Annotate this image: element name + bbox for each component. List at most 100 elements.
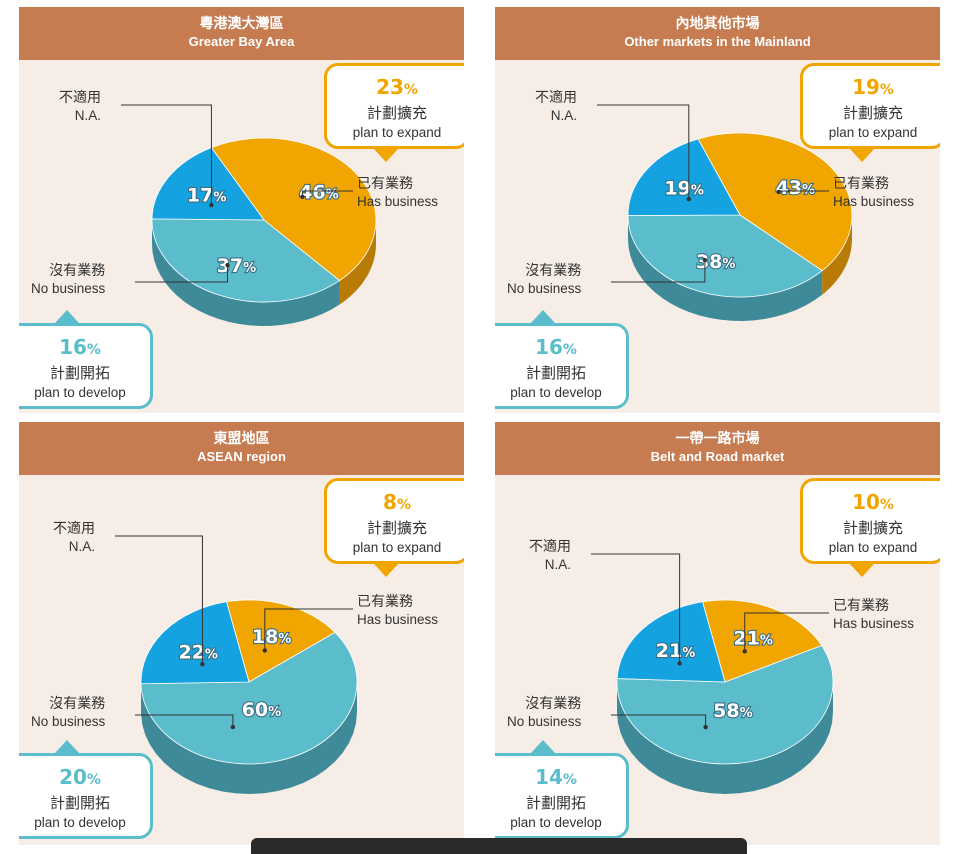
leader-line (591, 553, 681, 664)
slice-value: 21 (733, 628, 759, 650)
expand-label-en: plan to expand (828, 125, 918, 140)
develop-label-en-row: plan to develop (495, 383, 626, 402)
slice-percent-label: 58% (713, 700, 752, 722)
pie-chart: 43%38%19% (597, 104, 853, 321)
callout-plan-to-expand: 19% 計劃擴充 plan to expand (800, 63, 940, 149)
chart-panel-greater-bay-area: 粵港澳大灣區 Greater Bay Area 46% 37% 17% 不適用 N.A. 已有… (19, 7, 464, 413)
callout-plan-to-develop: 20% 計劃開拓 plan to develop (19, 753, 153, 839)
chart-panel-belt-road: 一帶一路市場 Belt and Road market 21% 58% 21% 不適用 N.… (495, 422, 940, 845)
pie-side-wall (339, 220, 376, 305)
expand-value: 19 (852, 75, 880, 99)
develop-label-en-row: plan to develop (495, 813, 626, 832)
leader-dot (702, 257, 708, 263)
leader-line (264, 608, 353, 651)
slice-value: 19 (664, 178, 690, 200)
callout-pointer (55, 740, 79, 753)
slice-percent-label: 21% (656, 640, 695, 662)
panel-title-en: Belt and Road market (650, 449, 785, 464)
develop-label-zh-row: 計劃開拓 (495, 793, 626, 813)
panel-title-en: ASEAN region (197, 449, 286, 464)
leader-dot (200, 661, 205, 667)
pie-slice (140, 601, 250, 685)
develop-label-zh-row: 計劃開拓 (19, 793, 150, 813)
develop-percent: 16% (495, 334, 626, 363)
leader-line (115, 535, 203, 665)
expand-label-zh-row: 計劃擴充 (327, 518, 464, 538)
label-na: 不適用 N.A. (59, 89, 101, 125)
pie-side-wall (822, 215, 852, 295)
label-na-en: N.A. (74, 108, 101, 123)
pie-chart: 21%58%21% (591, 553, 834, 794)
pie-slice (616, 601, 726, 683)
percent-sign: % (740, 706, 753, 721)
percent-sign: % (562, 342, 577, 358)
viewer-toolbar[interactable] (251, 838, 747, 854)
leader-dot (742, 649, 747, 654)
label-has-en: Has business (357, 612, 439, 627)
develop-label-en: plan to develop (34, 815, 126, 830)
slice-percent-label: 38% (696, 251, 735, 273)
develop-value: 20 (59, 765, 87, 789)
expand-value: 10 (852, 490, 880, 514)
leader-line (135, 714, 234, 728)
callout-plan-to-develop: 16% 計劃開拓 plan to develop (495, 323, 629, 409)
label-has-en: Has business (357, 194, 439, 209)
chart-panel-asean: 東盟地區 ASEAN region 18% 60% 22% 不適用 N.A. 已有業務 Has … (19, 422, 464, 845)
slice-value: 21 (656, 640, 682, 662)
panel-header: 東盟地區 ASEAN region (19, 422, 464, 475)
percent-sign: % (879, 497, 894, 513)
percent-sign: % (86, 342, 101, 358)
label-has-business: 已有業務 Has business (833, 597, 914, 633)
label-na: 不適用 N.A. (535, 89, 577, 125)
develop-label-en: plan to develop (510, 385, 602, 400)
develop-label-en: plan to develop (510, 815, 602, 830)
pie-slice (616, 645, 834, 765)
label-no-business: 沒有業務 No business (31, 695, 105, 731)
percent-sign: % (562, 772, 577, 788)
develop-value: 16 (535, 335, 563, 359)
develop-label-zh: 計劃開拓 (525, 794, 586, 812)
develop-label-zh: 計劃開拓 (49, 364, 110, 382)
panel-title-zh: 一帶一路市場 (675, 431, 760, 447)
percent-sign: % (86, 772, 101, 788)
pie-slice (702, 599, 823, 683)
pie-side-wall (617, 682, 833, 794)
label-na-en: N.A. (544, 557, 571, 572)
develop-label-zh-row: 計劃開拓 (19, 363, 150, 383)
callout-plan-to-develop: 16% 計劃開拓 plan to develop (19, 323, 153, 409)
develop-value: 14 (535, 765, 563, 789)
callout-pointer (531, 310, 555, 323)
panel-header: 內地其他市場 Other markets in the Mainland (495, 7, 940, 60)
leader-line (597, 104, 690, 200)
label-no-en: No business (507, 281, 582, 296)
callout-plan-to-develop: 14% 計劃開拓 plan to develop (495, 753, 629, 839)
slice-value: 58 (713, 700, 739, 722)
expand-label-zh: 計劃擴充 (842, 519, 903, 537)
leader-dot (677, 661, 682, 666)
pie-slice (140, 631, 358, 765)
percent-sign: % (396, 497, 411, 513)
expand-value: 23 (376, 75, 404, 99)
expand-label-en: plan to expand (828, 540, 918, 555)
label-no-en: No business (507, 714, 582, 729)
chart-panel-other-mainland: 內地其他市場 Other markets in the Mainland 43% 38… (495, 7, 940, 413)
percent-sign: % (682, 646, 695, 661)
panel-header: 粵港澳大灣區 Greater Bay Area (19, 7, 464, 60)
expand-value: 8 (383, 490, 397, 514)
label-has-en: Has business (833, 194, 915, 209)
expand-label-en-row: plan to expand (327, 538, 464, 557)
label-no-zh: 沒有業務 (49, 696, 106, 712)
label-has-business: 已有業務 Has business (357, 593, 438, 629)
leader-dot (262, 648, 268, 653)
slice-value: 38 (696, 251, 722, 273)
leader-line (135, 265, 229, 283)
label-no-en: No business (31, 714, 106, 729)
panel-title-zh: 粵港澳大灣區 (199, 16, 284, 32)
label-has-business: 已有業務 Has business (357, 175, 438, 211)
expand-label-en-row: plan to expand (327, 123, 464, 142)
slice-value: 22 (178, 641, 204, 663)
slice-value: 37 (217, 255, 243, 277)
pie-slice (151, 147, 265, 221)
slice-percent-label: 22% (178, 641, 217, 663)
leader-dot (776, 189, 781, 195)
